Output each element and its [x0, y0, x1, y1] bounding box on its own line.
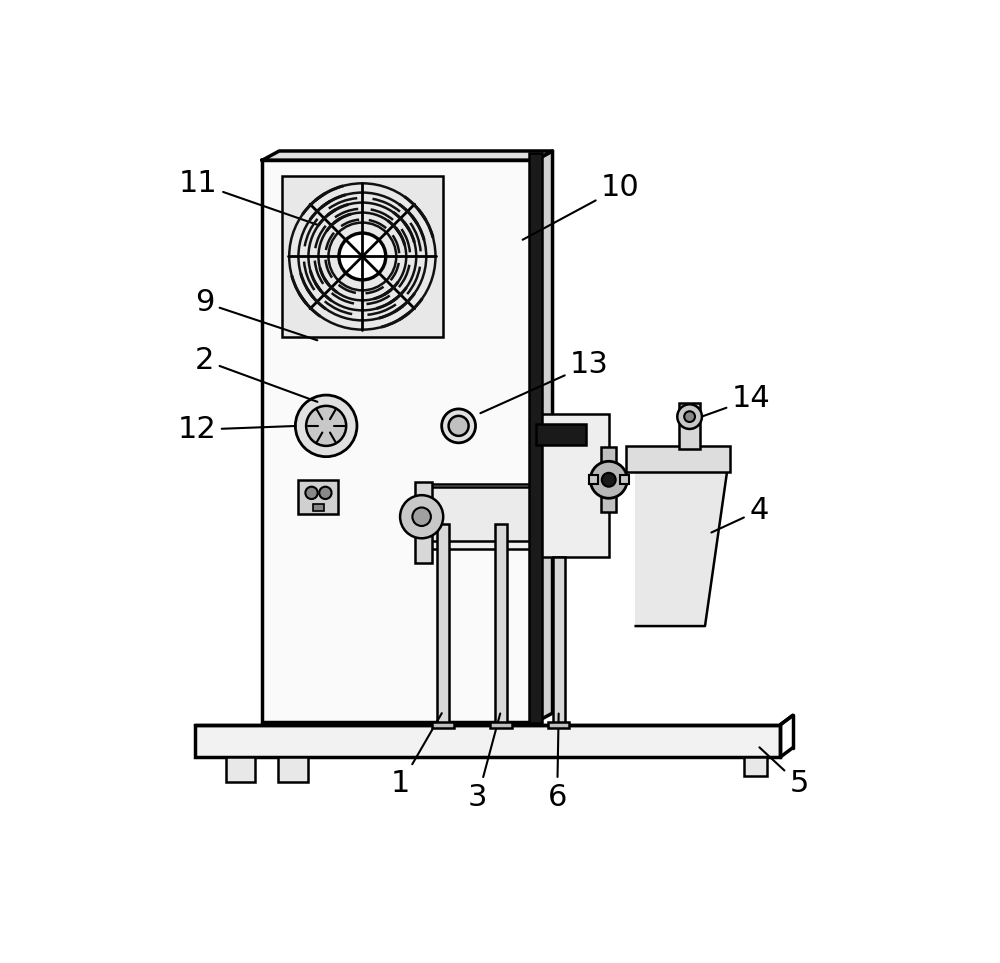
Circle shape — [590, 461, 627, 498]
Text: 12: 12 — [177, 415, 296, 444]
Circle shape — [319, 486, 332, 499]
Bar — [495, 525, 507, 724]
Bar — [415, 482, 432, 563]
Circle shape — [305, 486, 318, 499]
Bar — [529, 152, 542, 723]
Circle shape — [306, 405, 346, 446]
Text: 6: 6 — [547, 714, 567, 812]
Bar — [679, 403, 700, 449]
Bar — [744, 757, 767, 776]
Circle shape — [412, 508, 431, 526]
Bar — [226, 757, 255, 782]
Bar — [195, 724, 780, 757]
Bar — [313, 504, 324, 510]
Text: 2: 2 — [195, 346, 317, 402]
Text: 3: 3 — [468, 714, 500, 812]
Text: 9: 9 — [195, 288, 317, 340]
Circle shape — [602, 473, 616, 486]
Circle shape — [339, 233, 385, 279]
Polygon shape — [636, 464, 728, 626]
Bar — [490, 722, 512, 728]
Bar — [536, 414, 609, 557]
Bar — [426, 483, 542, 549]
Bar — [428, 487, 539, 541]
Bar — [437, 525, 449, 724]
Bar — [553, 557, 565, 724]
Text: 4: 4 — [711, 496, 769, 533]
Bar — [626, 446, 730, 472]
Bar — [282, 175, 443, 337]
Circle shape — [449, 416, 469, 436]
Text: 13: 13 — [480, 350, 609, 413]
Bar — [432, 722, 454, 728]
Bar — [278, 757, 308, 782]
Text: 14: 14 — [700, 384, 771, 417]
Bar — [620, 475, 629, 484]
Bar — [262, 160, 536, 722]
Circle shape — [295, 395, 357, 456]
Polygon shape — [536, 151, 553, 722]
Bar — [536, 424, 586, 445]
Bar — [298, 480, 338, 513]
Bar — [548, 722, 569, 728]
Text: 11: 11 — [179, 169, 317, 224]
Text: 1: 1 — [391, 714, 442, 798]
Polygon shape — [262, 151, 553, 160]
Circle shape — [684, 411, 695, 422]
Bar — [589, 475, 598, 484]
Circle shape — [677, 404, 702, 429]
Bar — [601, 448, 616, 512]
Text: 10: 10 — [523, 172, 640, 240]
Text: 5: 5 — [759, 747, 809, 798]
Circle shape — [400, 495, 443, 538]
Circle shape — [442, 409, 476, 443]
